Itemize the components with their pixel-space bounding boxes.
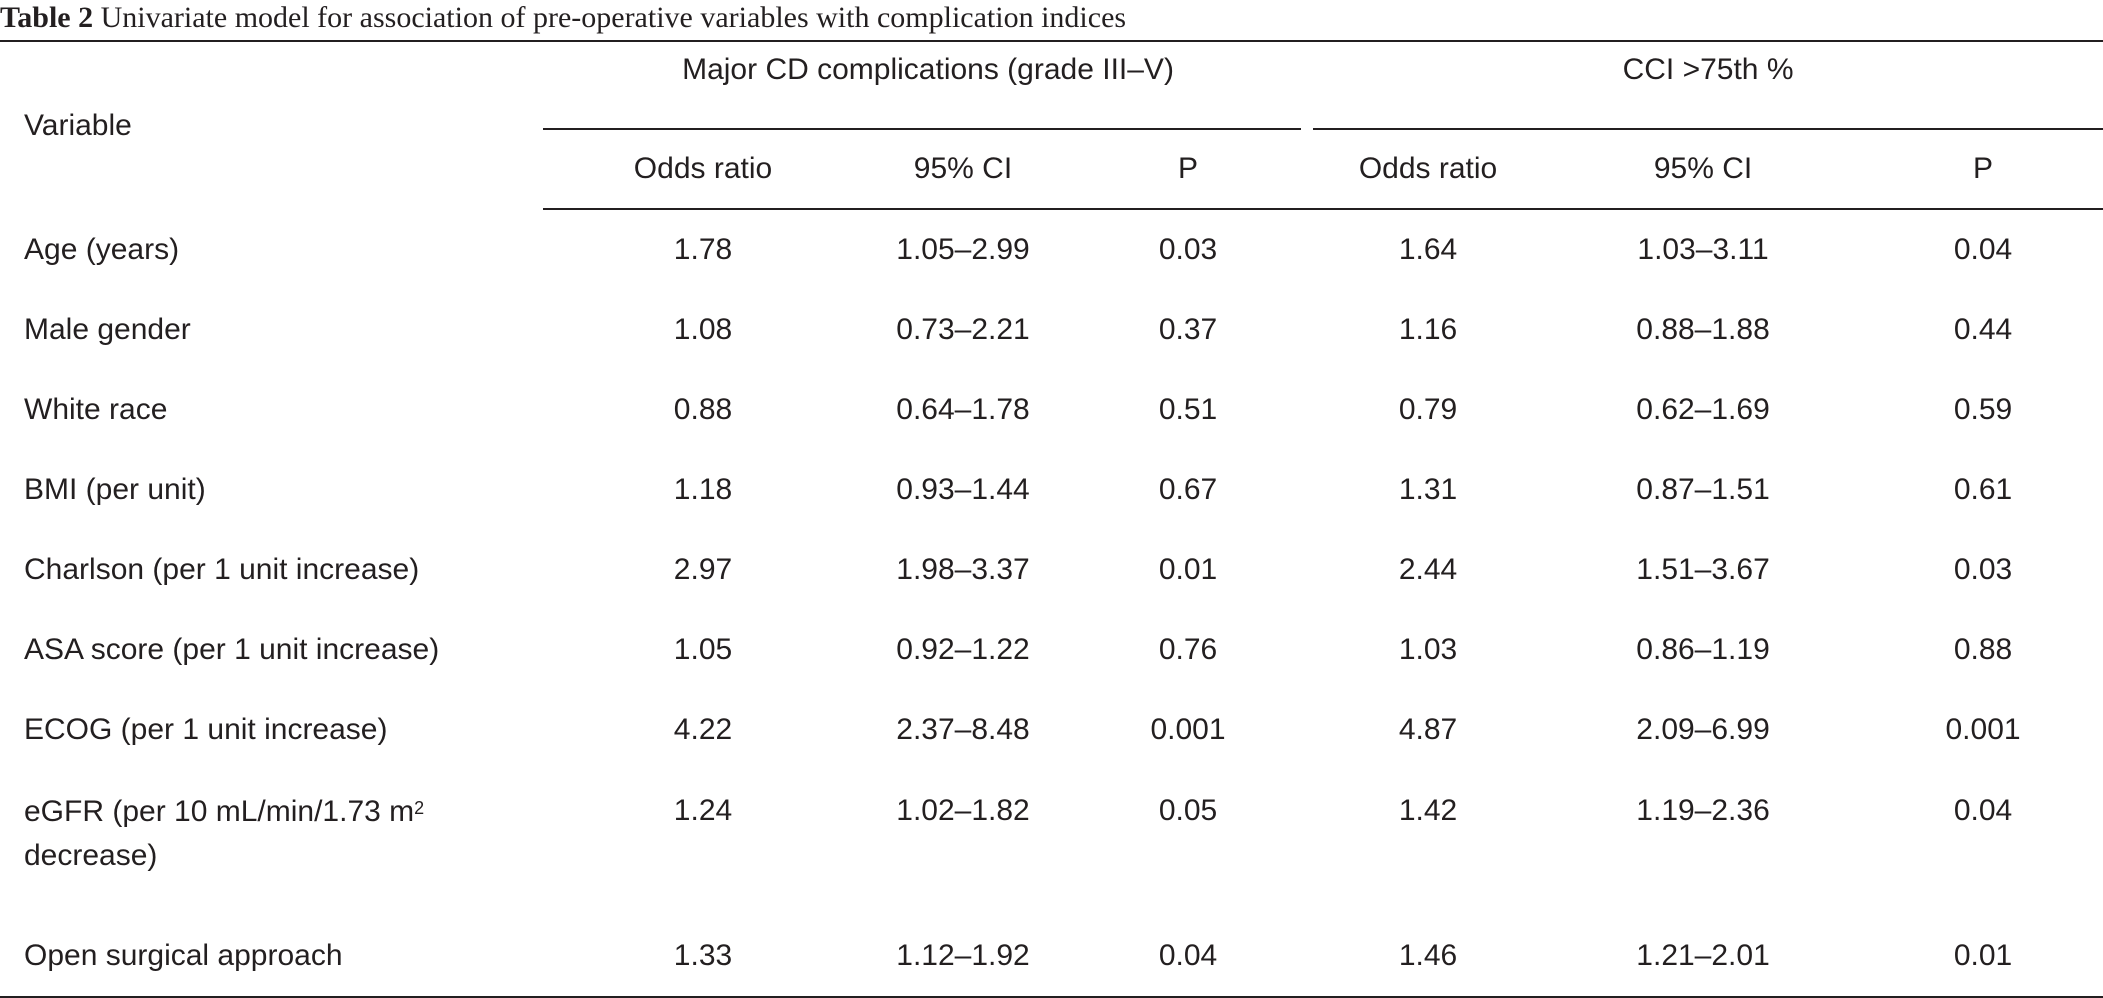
cell-odds-ratio-b: 1.31 [1398, 473, 1458, 506]
cell-p-a: 0.67 [1158, 473, 1218, 506]
column-header-p-b: P [1863, 130, 2103, 210]
column-header-p-a: P [1063, 130, 1314, 210]
cell-p-b: 0.01 [1953, 939, 2013, 972]
cell-ci-b: 0.88–1.88 [1636, 313, 1770, 346]
cell-odds-ratio-a: 0.88 [673, 393, 733, 426]
cell-p-a: 0.37 [1158, 313, 1218, 346]
column-header-odds-ratio-a: Odds ratio [543, 130, 863, 210]
cell-odds-ratio-a: 1.33 [673, 939, 733, 972]
cell-odds-ratio-a: 1.08 [673, 313, 733, 346]
row-label: ECOG (per 1 unit increase) [24, 713, 388, 746]
cell-odds-ratio-b: 2.44 [1398, 553, 1458, 586]
cell-odds-ratio-a: 1.18 [673, 473, 733, 506]
cell-p-b: 0.44 [1953, 313, 2013, 346]
row-label-line1: eGFR (per 10 mL/min/1.73 m [24, 795, 415, 828]
row-label: Charlson (per 1 unit increase) [24, 553, 420, 586]
cell-odds-ratio-b: 0.79 [1398, 393, 1458, 426]
cell-ci-a: 0.64–1.78 [896, 393, 1030, 426]
cell-ci-b: 1.21–2.01 [1636, 939, 1770, 972]
column-header-ci-a: 95% CI [863, 130, 1063, 210]
cell-p-a: 0.04 [1158, 939, 1218, 972]
cell-p-b: 0.61 [1953, 473, 2013, 506]
group-rule-major-cd [543, 128, 1302, 130]
cell-p-a: 0.001 [1150, 713, 1226, 746]
table-row: Charlson (per 1 unit increase) 2.97 1.98… [0, 530, 2103, 610]
group-header-cci: CCI >75th % [1313, 41, 2103, 130]
row-label: ASA score (per 1 unit increase) [24, 633, 440, 666]
column-header-variable: Variable [24, 108, 132, 142]
cell-p-b: 0.001 [1945, 713, 2021, 746]
cell-odds-ratio-a: 4.22 [673, 713, 733, 746]
cell-ci-a: 1.98–3.37 [896, 553, 1030, 586]
cell-p-b: 0.04 [1953, 794, 2013, 827]
superscript: 2 [414, 798, 425, 818]
group-header-major-cd-label: Major CD complications (grade III–V) [682, 53, 1174, 86]
cell-odds-ratio-b: 1.42 [1398, 794, 1458, 827]
cell-ci-b: 1.51–3.67 [1636, 553, 1770, 586]
row-label: BMI (per unit) [24, 473, 206, 506]
cell-odds-ratio-a: 1.24 [673, 794, 733, 827]
cell-p-a: 0.05 [1158, 794, 1218, 827]
cell-odds-ratio-b: 1.03 [1398, 633, 1458, 666]
cell-p-a: 0.01 [1158, 553, 1218, 586]
cell-ci-b: 0.86–1.19 [1636, 633, 1770, 666]
cell-odds-ratio-a: 2.97 [673, 553, 733, 586]
cell-ci-b: 0.87–1.51 [1636, 473, 1770, 506]
table-row: White race 0.88 0.64–1.78 0.51 0.79 0.62… [0, 370, 2103, 450]
cell-ci-a: 2.37–8.48 [896, 713, 1030, 746]
cell-odds-ratio-a: 1.78 [673, 233, 733, 266]
row-label: White race [24, 393, 168, 426]
cell-ci-b: 0.62–1.69 [1636, 393, 1770, 426]
cell-p-a: 0.03 [1158, 233, 1218, 266]
row-label: eGFR (per 10 mL/min/1.73 m2 decrease) [0, 770, 543, 916]
table-row: ECOG (per 1 unit increase) 4.22 2.37–8.4… [0, 690, 2103, 770]
group-header-major-cd: Major CD complications (grade III–V) [543, 41, 1313, 130]
cell-p-b: 0.04 [1953, 233, 2013, 266]
row-label: Open surgical approach [24, 939, 343, 972]
table-row: Open surgical approach 1.33 1.12–1.92 0.… [0, 916, 2103, 997]
cell-odds-ratio-a: 1.05 [673, 633, 733, 666]
cell-p-a: 0.51 [1158, 393, 1218, 426]
table-row: ASA score (per 1 unit increase) 1.05 0.9… [0, 610, 2103, 690]
table-label: Table 2 [0, 1, 94, 34]
table-row: BMI (per unit) 1.18 0.93–1.44 0.67 1.31 … [0, 450, 2103, 530]
table-row: Age (years) 1.78 1.05–2.99 0.03 1.64 1.0… [0, 209, 2103, 290]
cell-ci-b: 1.19–2.36 [1636, 794, 1770, 827]
cell-odds-ratio-b: 1.16 [1398, 313, 1458, 346]
cell-p-b: 0.59 [1953, 393, 2013, 426]
cell-ci-a: 0.92–1.22 [896, 633, 1030, 666]
cell-ci-b: 2.09–6.99 [1636, 713, 1770, 746]
cell-odds-ratio-b: 1.46 [1398, 939, 1458, 972]
column-header-odds-ratio-b: Odds ratio [1313, 130, 1544, 210]
table-caption: Table 2 Univariate model for association… [0, 2, 1126, 34]
table-title: Univariate model for association of pre-… [100, 1, 1127, 34]
table-row: Male gender 1.08 0.73–2.21 0.37 1.16 0.8… [0, 290, 2103, 370]
column-header-ci-b: 95% CI [1543, 130, 1864, 210]
cell-ci-a: 1.05–2.99 [896, 233, 1030, 266]
cell-p-a: 0.76 [1158, 633, 1218, 666]
group-header-cci-label: CCI >75th % [1622, 53, 1794, 86]
cell-ci-b: 1.03–3.11 [1637, 233, 1769, 266]
row-label: Age (years) [24, 232, 180, 266]
cell-ci-a: 1.12–1.92 [896, 939, 1030, 972]
table-row: eGFR (per 10 mL/min/1.73 m2 decrease) 1.2… [0, 770, 2103, 916]
cell-ci-a: 1.02–1.82 [896, 794, 1030, 827]
row-label-line2: decrease) [24, 839, 158, 872]
cell-p-b: 0.88 [1953, 633, 2013, 666]
cell-odds-ratio-b: 1.64 [1398, 233, 1458, 266]
univariate-table: Variable Major CD complications (grade I… [0, 40, 2103, 998]
row-label: Male gender [24, 313, 191, 346]
cell-ci-a: 0.93–1.44 [896, 473, 1030, 506]
cell-ci-a: 0.73–2.21 [896, 313, 1030, 346]
cell-p-b: 0.03 [1953, 553, 2013, 586]
cell-odds-ratio-b: 4.87 [1398, 713, 1458, 746]
group-rule-cci [1313, 128, 2103, 130]
